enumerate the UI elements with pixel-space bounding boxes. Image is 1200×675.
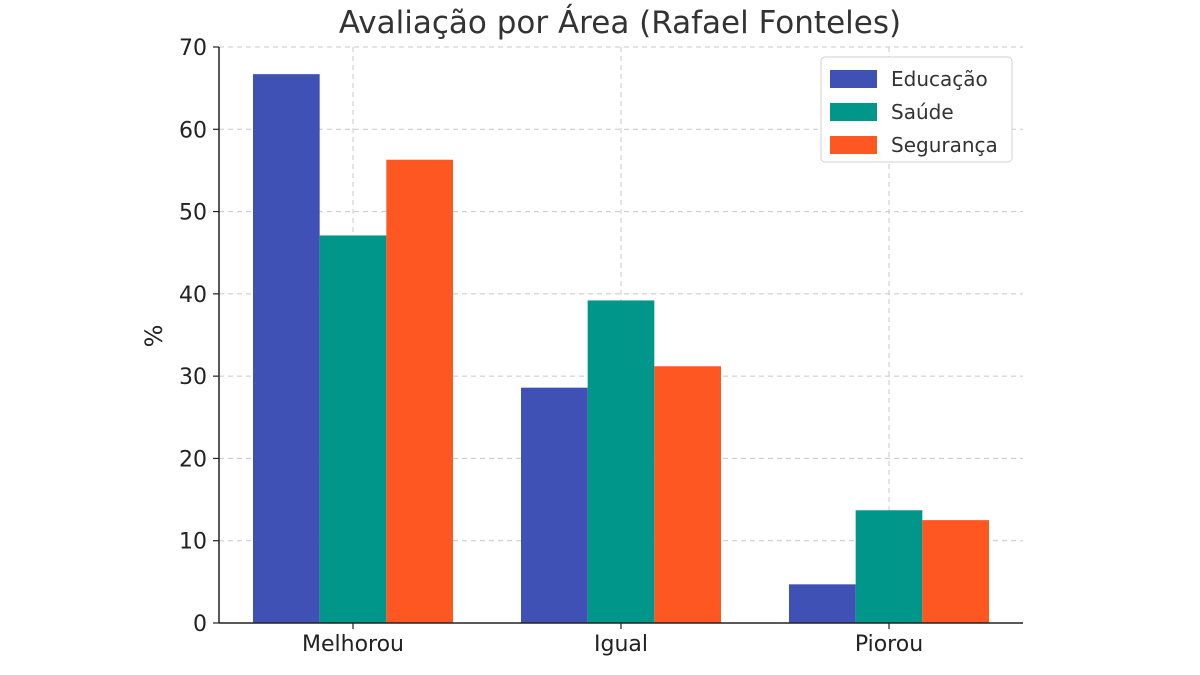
x-tick-label: Igual [594,632,648,657]
y-tick-label: 10 [179,530,207,555]
x-tick-label: Melhorou [302,632,404,657]
chart-title: Avaliação por Área (Rafael Fonteles) [339,5,901,41]
y-tick-label: 0 [193,612,207,637]
y-tick-label: 40 [179,283,207,308]
y-tick-label: 50 [179,201,207,226]
bar-2-3 [855,510,923,623]
legend-label: Saúde [891,100,954,124]
bar-3-1 [386,159,453,623]
legend: Educação Saúde Segurança [820,56,1013,163]
x-tick-label: Piorou [855,632,923,657]
bars [253,74,989,624]
bar-1-3 [789,584,856,623]
legend-label: Segurança [891,133,998,157]
y-tick-label: 70 [179,36,207,61]
legend-swatch [830,70,877,88]
legend-swatch [830,136,877,154]
bar-1-1 [253,74,320,623]
x-tick-labels: Melhorou Igual Piorou [302,623,923,657]
y-tick-label: 60 [179,118,207,143]
y-tick-labels: 0 10 20 30 40 50 60 70 [179,36,219,637]
bar-3-3 [922,520,989,623]
legend-swatch [830,103,877,121]
bar-1-2 [521,387,588,623]
bar-2-1 [319,235,387,624]
bar-2-2 [587,300,655,623]
legend-label: Educação [891,67,988,91]
y-tick-label: 20 [179,447,207,472]
y-axis-label: % [140,325,168,348]
bar-3-2 [654,366,721,623]
y-tick-label: 30 [179,365,207,390]
